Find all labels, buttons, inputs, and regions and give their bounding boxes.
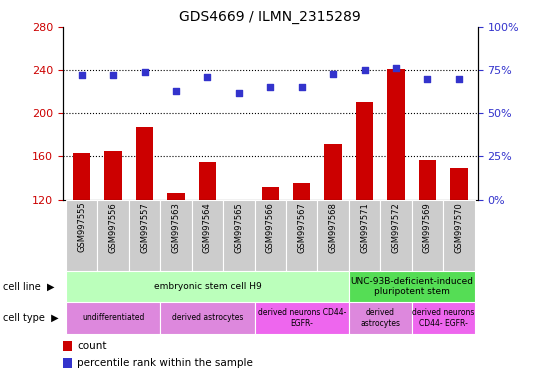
Bar [412,302,474,334]
Bar [381,200,412,271]
Bar [286,200,317,271]
Bar [97,200,129,271]
Text: undifferentiated: undifferentiated [82,313,144,323]
Bar [317,200,349,271]
Text: GSM997557: GSM997557 [140,202,149,253]
Bar [160,200,192,271]
Bar [199,162,216,200]
Bar [129,200,160,271]
Point [140,69,149,75]
Bar [230,200,247,202]
Bar [66,200,97,271]
Point [329,71,337,77]
Text: GSM997563: GSM997563 [171,202,181,253]
Text: GSM997568: GSM997568 [329,202,337,253]
Text: GSM997555: GSM997555 [77,202,86,252]
Bar [63,358,72,369]
Point [423,76,432,82]
Text: derived astrocytes: derived astrocytes [171,313,243,323]
Point [391,65,400,71]
Text: percentile rank within the sample: percentile rank within the sample [78,358,253,368]
Text: cell type  ▶: cell type ▶ [3,313,58,323]
Bar [356,103,373,200]
Bar [223,200,254,271]
Text: GSM997572: GSM997572 [391,202,401,253]
Point [234,89,243,96]
Bar [293,184,310,200]
Point [78,72,86,78]
Text: GSM997569: GSM997569 [423,202,432,253]
Bar [192,200,223,271]
Point [298,84,306,91]
Text: GSM997571: GSM997571 [360,202,369,253]
Text: derived
astrocytes: derived astrocytes [360,308,400,328]
Bar [262,187,279,200]
Point [266,84,275,91]
Bar [349,200,381,271]
Text: GSM997567: GSM997567 [297,202,306,253]
Bar [349,271,474,302]
Text: derived neurons
CD44- EGFR-: derived neurons CD44- EGFR- [412,308,474,328]
Bar [387,69,405,200]
Bar [254,302,349,334]
Text: GSM997565: GSM997565 [234,202,244,253]
Text: GSM997556: GSM997556 [109,202,117,253]
Text: count: count [78,341,107,351]
Bar [104,151,122,200]
Point [171,88,180,94]
Text: embryonic stem cell H9: embryonic stem cell H9 [153,282,262,291]
Point [109,72,117,78]
Bar [450,168,467,200]
Bar [66,271,349,302]
Bar [66,302,160,334]
Bar [136,127,153,200]
Text: UNC-93B-deficient-induced
pluripotent stem: UNC-93B-deficient-induced pluripotent st… [350,277,473,296]
Bar [254,200,286,271]
Text: GSM997570: GSM997570 [454,202,464,253]
Bar [419,160,436,200]
Bar [324,144,342,200]
Bar [412,200,443,271]
Bar [167,193,185,200]
Text: derived neurons CD44-
EGFR-: derived neurons CD44- EGFR- [258,308,346,328]
Bar [443,200,474,271]
Point [203,74,212,80]
Bar [63,341,72,351]
Point [454,76,463,82]
Text: GSM997566: GSM997566 [266,202,275,253]
Text: cell line  ▶: cell line ▶ [3,281,54,291]
Title: GDS4669 / ILMN_2315289: GDS4669 / ILMN_2315289 [180,10,361,25]
Bar [349,302,412,334]
Point [360,67,369,73]
Bar [73,153,90,200]
Bar [160,302,254,334]
Text: GSM997564: GSM997564 [203,202,212,253]
